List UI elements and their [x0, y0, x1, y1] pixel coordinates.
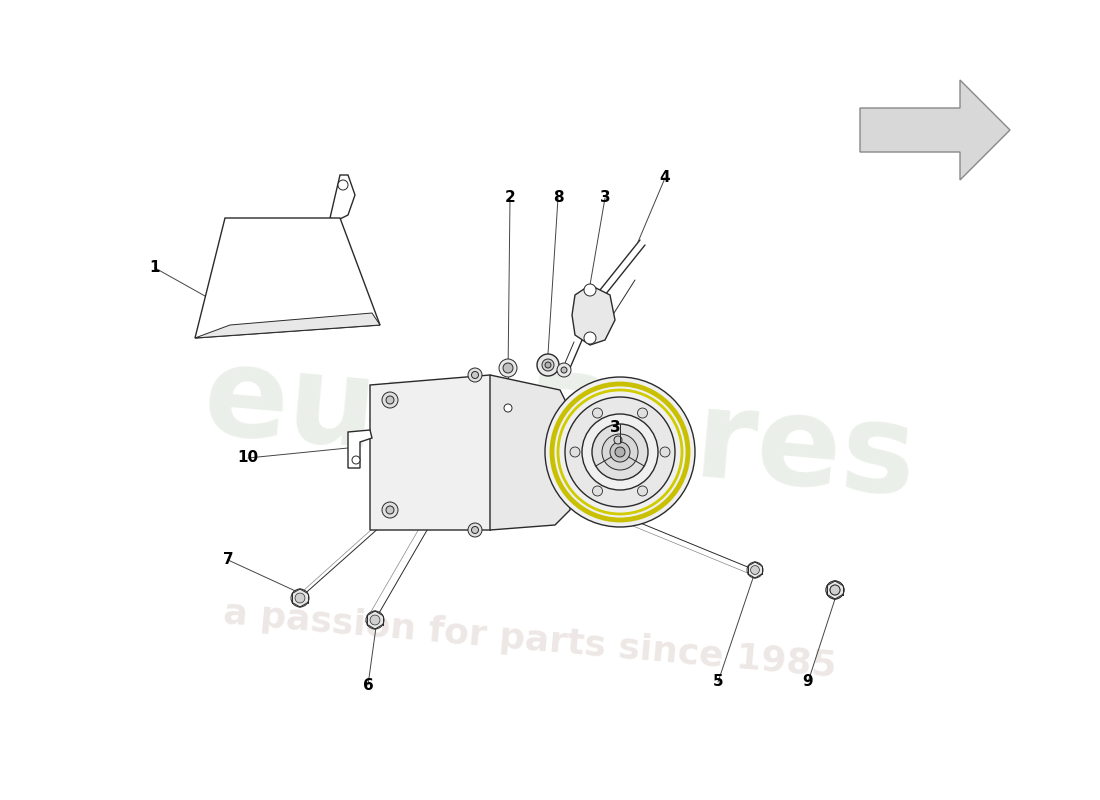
Circle shape [570, 447, 580, 457]
Circle shape [386, 506, 394, 514]
Circle shape [338, 180, 348, 190]
Circle shape [370, 615, 379, 625]
Circle shape [366, 611, 384, 629]
Circle shape [542, 359, 554, 371]
Polygon shape [860, 80, 1010, 180]
Circle shape [544, 377, 695, 527]
Circle shape [610, 442, 630, 462]
Polygon shape [370, 375, 530, 530]
Text: a passion for parts since 1985: a passion for parts since 1985 [222, 596, 838, 684]
Circle shape [565, 397, 675, 507]
Text: 4: 4 [660, 170, 670, 186]
Circle shape [593, 408, 603, 418]
Circle shape [382, 392, 398, 408]
Circle shape [638, 408, 648, 418]
Circle shape [638, 486, 648, 496]
Circle shape [614, 436, 622, 444]
Circle shape [544, 362, 551, 368]
Text: 7: 7 [222, 553, 233, 567]
Circle shape [592, 424, 648, 480]
Text: 3: 3 [600, 190, 610, 206]
Circle shape [295, 593, 305, 603]
Circle shape [499, 359, 517, 377]
Text: 6: 6 [363, 678, 373, 693]
Circle shape [660, 447, 670, 457]
Circle shape [472, 526, 478, 534]
Text: 8: 8 [552, 190, 563, 206]
Polygon shape [348, 430, 372, 468]
Circle shape [503, 363, 513, 373]
Circle shape [593, 486, 603, 496]
Circle shape [382, 502, 398, 518]
Polygon shape [195, 218, 380, 338]
Circle shape [584, 332, 596, 344]
Circle shape [472, 371, 478, 378]
Text: euroPares: euroPares [199, 338, 921, 522]
Polygon shape [572, 285, 615, 345]
Text: 9: 9 [803, 674, 813, 690]
Polygon shape [195, 313, 380, 338]
Text: 5: 5 [713, 674, 724, 690]
Text: 1: 1 [150, 261, 161, 275]
Circle shape [352, 456, 360, 464]
Circle shape [557, 363, 571, 377]
Circle shape [826, 581, 844, 599]
Circle shape [826, 581, 844, 599]
Circle shape [292, 589, 309, 607]
Text: 2: 2 [505, 190, 516, 206]
Circle shape [747, 562, 763, 578]
Circle shape [830, 585, 840, 595]
Circle shape [468, 523, 482, 537]
Circle shape [610, 432, 626, 448]
Polygon shape [330, 175, 355, 220]
Polygon shape [490, 375, 570, 530]
Circle shape [582, 414, 658, 490]
Circle shape [830, 585, 840, 595]
Circle shape [386, 396, 394, 404]
Text: 3: 3 [609, 421, 620, 435]
Circle shape [468, 368, 482, 382]
Text: 10: 10 [238, 450, 258, 466]
Circle shape [615, 447, 625, 457]
Circle shape [561, 367, 566, 373]
Circle shape [750, 566, 759, 574]
Circle shape [584, 284, 596, 296]
Circle shape [504, 404, 512, 412]
Circle shape [602, 434, 638, 470]
Circle shape [537, 354, 559, 376]
